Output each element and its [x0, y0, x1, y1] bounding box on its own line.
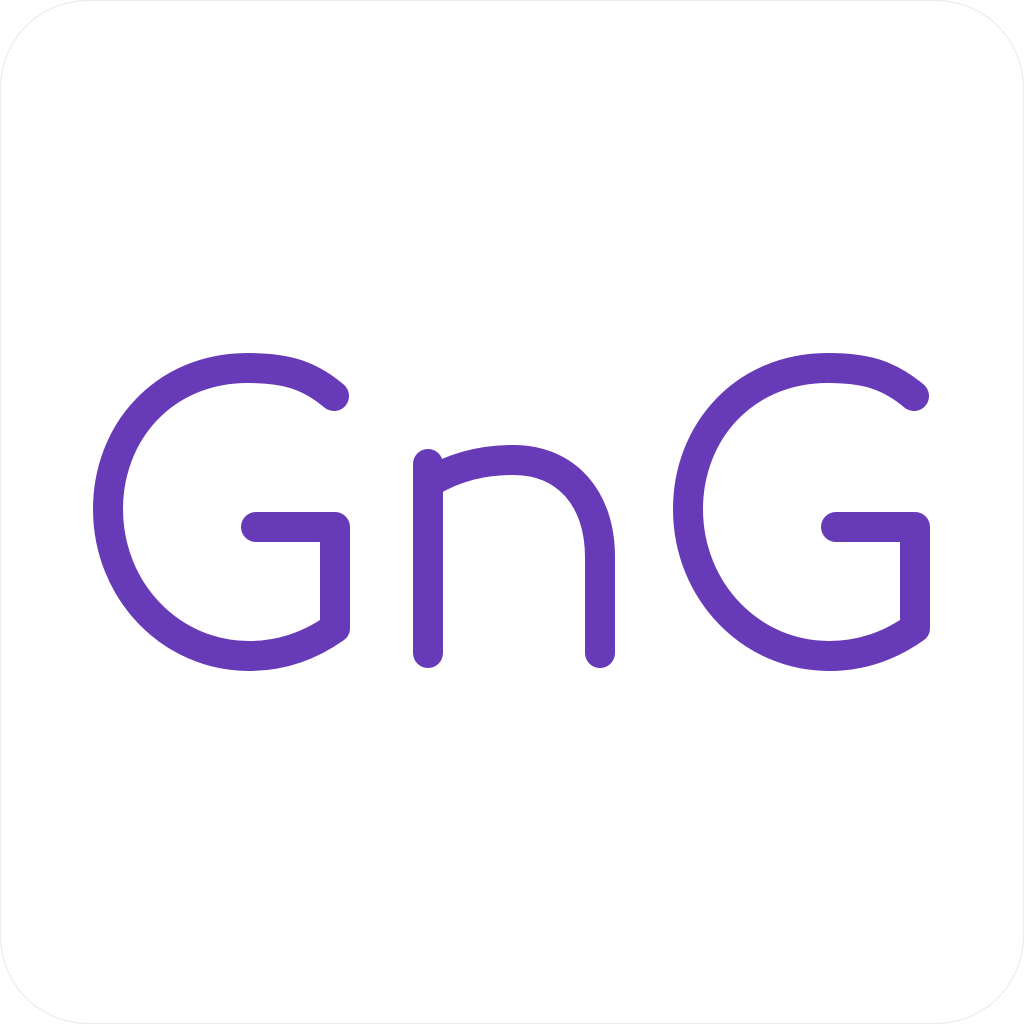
- logo-letter-g-left: [93, 353, 350, 671]
- logo-letter-n: [413, 445, 615, 668]
- logo-letter-g-right: [673, 353, 930, 671]
